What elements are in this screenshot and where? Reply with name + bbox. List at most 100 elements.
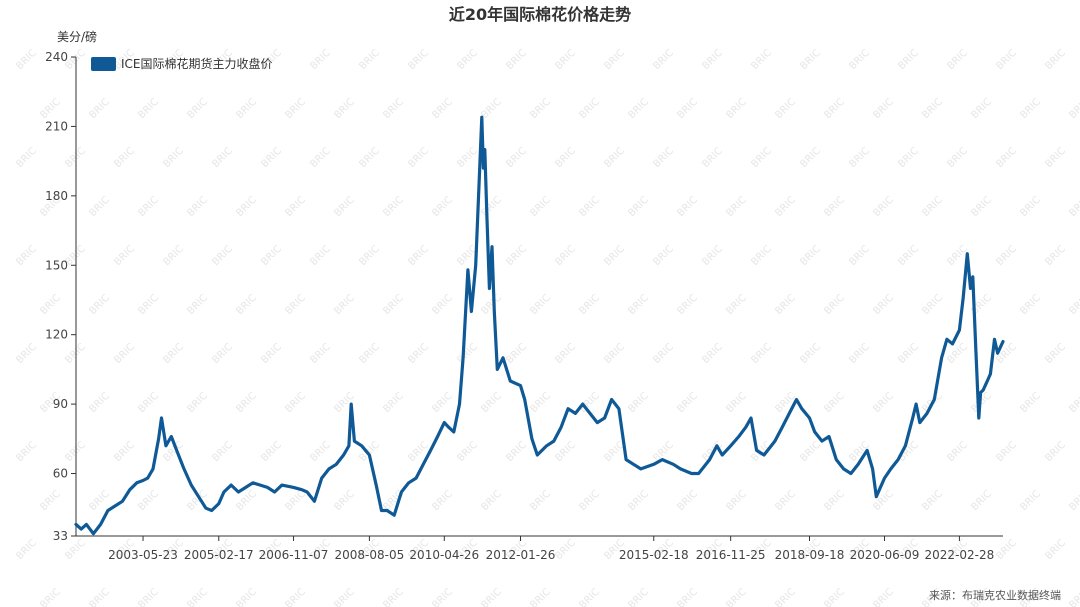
watermark-text: BRIC <box>749 146 774 171</box>
series-layer <box>74 115 1005 536</box>
watermark-text: BRIC <box>1018 293 1043 318</box>
y-tick-label: 180 <box>45 189 68 203</box>
watermark-text: BRIC <box>259 146 284 171</box>
watermark-text: BRIC <box>1067 489 1080 514</box>
watermark-text: BRIC <box>185 195 210 220</box>
watermark-text: BRIC <box>1043 538 1068 563</box>
watermark-text: BRIC <box>1043 244 1068 269</box>
y-tick-label: 210 <box>45 119 68 133</box>
watermark-text: BRIC <box>14 342 39 367</box>
watermark-text: BRIC <box>675 293 700 318</box>
watermark-text: BRIC <box>504 440 529 465</box>
watermark-text: BRIC <box>234 195 259 220</box>
watermark-text: BRIC <box>553 146 578 171</box>
watermark-text: BRIC <box>798 440 823 465</box>
watermark-text: BRIC <box>749 342 774 367</box>
watermark-text: BRIC <box>749 244 774 269</box>
watermark-text: BRIC <box>283 195 308 220</box>
watermark-text: BRIC <box>969 195 994 220</box>
x-tick-label: 2015-02-18 <box>619 548 689 562</box>
series-line <box>74 115 1005 536</box>
watermark-text: BRIC <box>871 587 896 607</box>
watermark-text: BRIC <box>14 146 39 171</box>
watermark-text: BRIC <box>112 146 137 171</box>
watermark-text: BRIC <box>675 97 700 122</box>
watermark-text: BRIC <box>553 440 578 465</box>
watermark-text: BRIC <box>455 48 480 73</box>
watermark-text: BRIC <box>798 146 823 171</box>
watermark-text: BRIC <box>700 244 725 269</box>
watermark-text: BRIC <box>602 146 627 171</box>
watermark-text: BRIC <box>38 293 63 318</box>
watermark-text: BRIC <box>430 489 455 514</box>
watermark-text: BRIC <box>1067 293 1080 318</box>
watermark-text: BRIC <box>112 342 137 367</box>
watermark-text: BRIC <box>308 48 333 73</box>
watermark-text: BRIC <box>994 440 1019 465</box>
watermark-text: BRIC <box>259 244 284 269</box>
x-axis: 2003-05-23 2005-02-17 2006-11-07 2008-08-05… <box>76 535 1003 562</box>
watermark-text: BRIC <box>136 97 161 122</box>
watermark-text: BRIC <box>626 391 651 416</box>
watermark-text: BRIC <box>528 587 553 607</box>
watermark-text: BRIC <box>38 489 63 514</box>
watermark-text: BRIC <box>455 440 480 465</box>
x-tick-label: 2022-02-28 <box>925 548 995 562</box>
watermark-text: BRIC <box>920 97 945 122</box>
watermark-text: BRIC <box>504 342 529 367</box>
watermark-text: BRIC <box>651 48 676 73</box>
watermark-text: BRIC <box>822 587 847 607</box>
watermark-text: BRIC <box>1067 195 1080 220</box>
watermark-text: BRIC <box>430 97 455 122</box>
watermark-text: BRIC <box>724 195 749 220</box>
watermark-text: BRIC <box>724 97 749 122</box>
watermark-text: BRIC <box>994 538 1019 563</box>
watermark-text: BRIC <box>920 489 945 514</box>
watermark-text: BRIC <box>161 342 186 367</box>
x-tick-label: 2003-05-23 <box>108 548 178 562</box>
watermark-text: BRIC <box>528 97 553 122</box>
watermark-text: BRIC <box>234 391 259 416</box>
watermark-text: BRIC <box>847 146 872 171</box>
watermark-text: BRIC <box>136 391 161 416</box>
watermark-text: BRIC <box>455 342 480 367</box>
watermark-text: BRIC <box>381 587 406 607</box>
x-tick-label: 2006-11-07 <box>259 548 329 562</box>
watermark-text: BRIC <box>626 195 651 220</box>
x-tick-label: 2020-06-09 <box>850 548 920 562</box>
watermark-text: BRIC <box>577 489 602 514</box>
watermark-text: BRIC <box>847 48 872 73</box>
watermark-text: BRIC <box>87 97 112 122</box>
watermark-text: BRIC <box>87 293 112 318</box>
watermark-text: BRIC <box>700 146 725 171</box>
watermark-text: BRIC <box>430 391 455 416</box>
watermark-text: BRIC <box>406 146 431 171</box>
watermark-text: BRIC <box>1043 48 1068 73</box>
watermark-text: BRIC <box>112 440 137 465</box>
watermark-text: BRIC <box>577 587 602 607</box>
watermark-text: BRIC <box>773 489 798 514</box>
watermark-text: BRIC <box>210 146 235 171</box>
watermark-text: BRIC <box>381 293 406 318</box>
watermark-text: BRIC <box>553 48 578 73</box>
watermark-text: BRIC <box>381 97 406 122</box>
watermark-text: BRIC <box>969 489 994 514</box>
watermark-text: BRIC <box>332 489 357 514</box>
watermark-text: BRIC <box>283 97 308 122</box>
watermark-text: BRIC <box>896 342 921 367</box>
watermark-text: BRIC <box>626 489 651 514</box>
y-tick-label: 60 <box>53 467 68 481</box>
watermark-text: BRIC <box>577 293 602 318</box>
watermark-text: BRIC <box>185 97 210 122</box>
x-tick-label: 2018-09-18 <box>775 548 845 562</box>
legend: ICE国际棉花期货主力收盘价 <box>91 56 273 71</box>
watermark-text: BRIC <box>38 587 63 607</box>
watermark-text: BRIC <box>553 342 578 367</box>
watermark-text: BRIC <box>553 538 578 563</box>
watermark-text: BRIC <box>773 587 798 607</box>
watermark-text: BRIC <box>1043 342 1068 367</box>
watermark-text: BRIC <box>283 587 308 607</box>
watermark-text: BRIC <box>332 97 357 122</box>
watermark-text: BRIC <box>259 342 284 367</box>
